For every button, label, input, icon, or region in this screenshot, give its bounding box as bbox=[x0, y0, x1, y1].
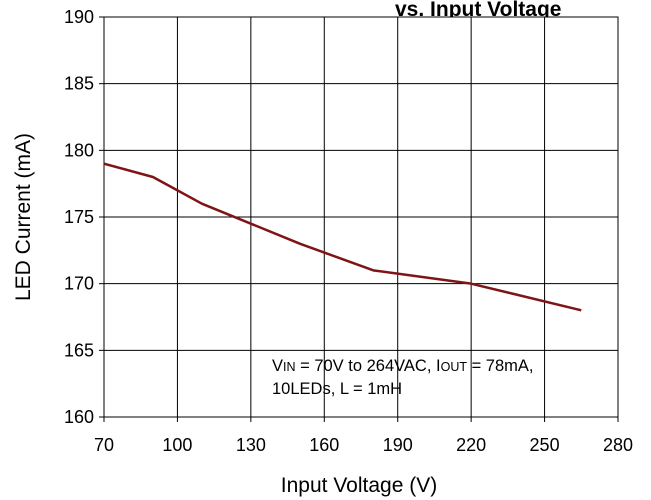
x-tick-label: 190 bbox=[383, 435, 413, 455]
vin-label: V bbox=[272, 357, 283, 375]
y-tick-label: 180 bbox=[64, 140, 94, 160]
x-tick-label: 250 bbox=[530, 435, 560, 455]
vin-subscript: IN bbox=[283, 360, 296, 374]
x-tick-label: 130 bbox=[236, 435, 266, 455]
x-tick-label: 70 bbox=[94, 435, 114, 455]
x-tick-label: 280 bbox=[603, 435, 633, 455]
x-tick-label: 160 bbox=[309, 435, 339, 455]
y-axis-ticks: 160 165 170 175 180 185 190 bbox=[64, 7, 104, 427]
y-tick-label: 175 bbox=[64, 207, 94, 227]
x-axis-title: Input Voltage (V) bbox=[281, 474, 437, 497]
x-axis-ticks: 70 100 130 160 190 220 250 280 bbox=[94, 417, 633, 455]
chart-title: vs. Input Voltage bbox=[395, 0, 561, 21]
annotation-line-2: 10LEDs, L = 1mH bbox=[272, 380, 402, 398]
vin-range-text: = 70V to 264VAC, I bbox=[296, 357, 441, 375]
y-tick-label: 185 bbox=[64, 74, 94, 94]
y-tick-label: 170 bbox=[64, 274, 94, 294]
y-tick-label: 165 bbox=[64, 340, 94, 360]
annotation-line-1: VIN = 70V to 264VAC, IOUT = 78mA, bbox=[272, 357, 533, 375]
series-layer bbox=[103, 162, 582, 312]
conditions-annotation: VIN = 70V to 264VAC, IOUT = 78mA, 10LEDs… bbox=[272, 357, 533, 398]
y-axis-title: LED Current (mA) bbox=[12, 133, 35, 301]
y-tick-label: 160 bbox=[64, 407, 94, 427]
iout-value-text: = 78mA, bbox=[467, 357, 534, 375]
y-tick-label: 190 bbox=[64, 7, 94, 27]
x-tick-label: 220 bbox=[456, 435, 486, 455]
iout-subscript: OUT bbox=[441, 360, 468, 374]
led-current-series-line bbox=[103, 162, 582, 312]
x-tick-label: 100 bbox=[162, 435, 192, 455]
